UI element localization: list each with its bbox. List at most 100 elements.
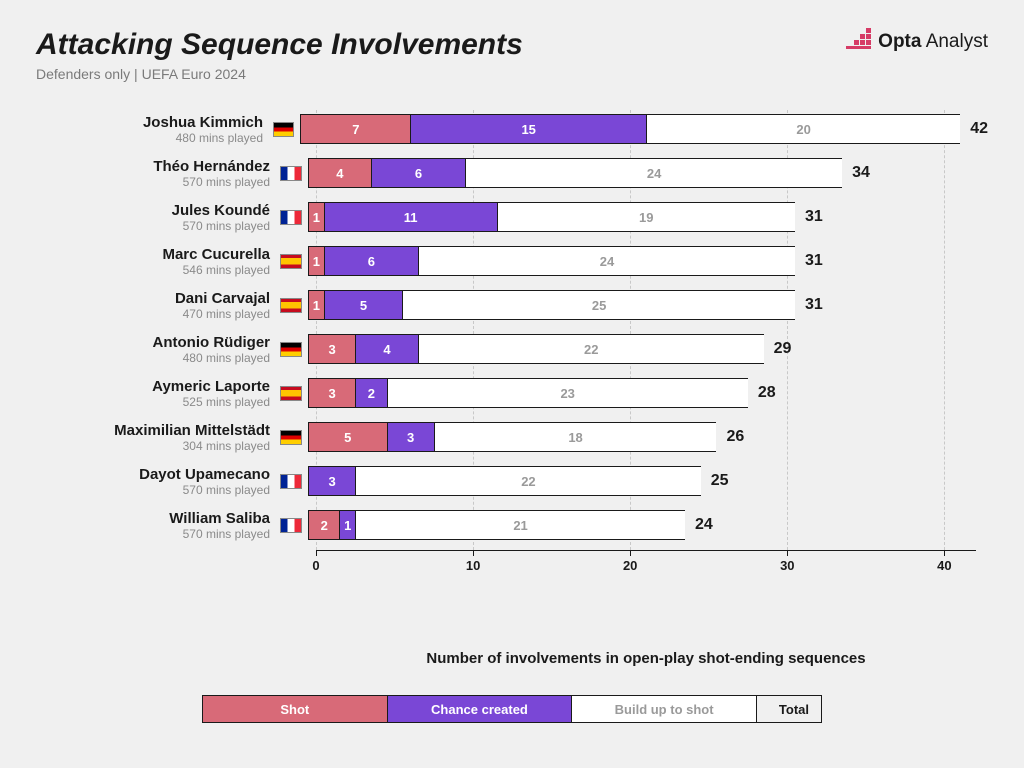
- total-value: 26: [726, 428, 744, 446]
- player-mins: 480 mins played: [36, 131, 263, 145]
- x-tick: 20: [630, 550, 644, 573]
- player-label: Théo Hernández570 mins played: [36, 158, 280, 189]
- bar-seg-chance: 3: [308, 466, 355, 496]
- player-name: Joshua Kimmich: [36, 114, 263, 131]
- player-row: Théo Hernández570 mins played462434: [36, 154, 988, 192]
- total-value: 25: [711, 472, 729, 490]
- player-name: Aymeric Laporte: [36, 378, 270, 395]
- brand-bold: Opta: [878, 31, 921, 52]
- x-tick-label: 0: [312, 558, 319, 573]
- x-tick-label: 30: [780, 558, 794, 573]
- country-flag-icon: [280, 254, 302, 269]
- total-value: 34: [852, 164, 870, 182]
- total-value: 42: [970, 120, 988, 138]
- bar-seg-build: 22: [355, 466, 701, 496]
- player-name: Théo Hernández: [36, 158, 270, 175]
- bar-seg-shot: 1: [308, 202, 324, 232]
- x-tick: 10: [473, 550, 487, 573]
- player-mins: 480 mins played: [36, 351, 270, 365]
- bar-track: 1111931: [308, 202, 988, 232]
- player-label: Joshua Kimmich480 mins played: [36, 114, 273, 145]
- bar-seg-chance: 5: [324, 290, 403, 320]
- total-value: 31: [805, 208, 823, 226]
- brand-logo: Opta Analyst: [846, 28, 988, 56]
- legend-chance: Chance created: [388, 696, 573, 722]
- bar-seg-shot: 2: [308, 510, 339, 540]
- x-tick: 30: [787, 550, 801, 573]
- player-row: Aymeric Laporte525 mins played322328: [36, 374, 988, 412]
- bar-track: 322 25: [308, 466, 988, 496]
- bar-seg-shot: 3: [308, 334, 355, 364]
- bar-track: 7152042: [300, 114, 988, 144]
- country-flag-icon: [280, 342, 302, 357]
- bar-seg-chance: 6: [371, 158, 465, 188]
- bar-seg-shot: 4: [308, 158, 371, 188]
- player-mins: 470 mins played: [36, 307, 270, 321]
- brand-text: Opta Analyst: [878, 31, 988, 53]
- player-name: William Saliba: [36, 510, 270, 527]
- total-value: 31: [805, 296, 823, 314]
- bar-seg-chance: 1: [339, 510, 355, 540]
- player-name: Maximilian Mittelstädt: [36, 422, 270, 439]
- player-label: Antonio Rüdiger480 mins played: [36, 334, 280, 365]
- bar-track: 5318 26: [308, 422, 988, 452]
- player-label: Maximilian Mittelstädt304 mins played: [36, 422, 280, 453]
- player-label: Aymeric Laporte525 mins played: [36, 378, 280, 409]
- country-flag-icon: [280, 518, 302, 533]
- total-value: 29: [774, 340, 792, 358]
- bar-seg-shot: 5: [308, 422, 387, 452]
- x-tick-label: 40: [937, 558, 951, 573]
- bar-track: 152531: [308, 290, 988, 320]
- x-tick-label: 20: [623, 558, 637, 573]
- player-mins: 570 mins played: [36, 219, 270, 233]
- player-mins: 570 mins played: [36, 175, 270, 189]
- player-name: Dayot Upamecano: [36, 466, 270, 483]
- player-mins: 546 mins played: [36, 263, 270, 277]
- total-value: 28: [758, 384, 776, 402]
- chart-subtitle: Defenders only | UEFA Euro 2024: [36, 66, 523, 82]
- legend-shot: Shot: [203, 696, 388, 722]
- player-row: Jules Koundé570 mins played1111931: [36, 198, 988, 236]
- bar-track: 162431: [308, 246, 988, 276]
- player-mins: 525 mins played: [36, 395, 270, 409]
- brand-logo-icon: [846, 28, 872, 56]
- bar-seg-chance: 11: [324, 202, 497, 232]
- player-mins: 570 mins played: [36, 527, 270, 541]
- bar-track: 342229: [308, 334, 988, 364]
- player-name: Antonio Rüdiger: [36, 334, 270, 351]
- country-flag-icon: [280, 386, 302, 401]
- player-label: Dani Carvajal470 mins played: [36, 290, 280, 321]
- legend-build: Build up to shot: [572, 696, 757, 722]
- player-row: Maximilian Mittelstädt304 mins played 531…: [36, 418, 988, 456]
- country-flag-icon: [280, 166, 302, 181]
- header: Attacking Sequence Involvements Defender…: [36, 28, 988, 82]
- bar-seg-shot: 3: [308, 378, 355, 408]
- chart-area: Joshua Kimmich480 mins played7152042Théo…: [36, 110, 988, 590]
- bar-seg-build: 18: [434, 422, 717, 452]
- bar-seg-build: 22: [418, 334, 764, 364]
- bar-seg-build: 24: [418, 246, 795, 276]
- bar-seg-shot: 7: [300, 114, 410, 144]
- player-row: Dayot Upamecano570 mins played 322 25: [36, 462, 988, 500]
- bar-seg-shot: 1: [308, 290, 324, 320]
- bar-seg-chance: 3: [387, 422, 434, 452]
- bar-track: 212124: [308, 510, 988, 540]
- x-axis-line: [316, 550, 976, 551]
- x-axis: 010203040: [316, 550, 976, 580]
- player-label: Jules Koundé570 mins played: [36, 202, 280, 233]
- legend: Shot Chance created Build up to shot Tot…: [202, 695, 822, 723]
- bar-seg-chance: 2: [355, 378, 386, 408]
- bar-seg-build: 20: [646, 114, 960, 144]
- brand-light: Analyst: [926, 31, 988, 52]
- country-flag-icon: [280, 474, 302, 489]
- bar-track: 322328: [308, 378, 988, 408]
- legend-total: Total: [767, 702, 821, 717]
- bar-track: 462434: [308, 158, 988, 188]
- player-name: Jules Koundé: [36, 202, 270, 219]
- bar-seg-build: 19: [497, 202, 795, 232]
- player-label: William Saliba570 mins played: [36, 510, 280, 541]
- player-label: Dayot Upamecano570 mins played: [36, 466, 280, 497]
- player-row: Joshua Kimmich480 mins played7152042: [36, 110, 988, 148]
- x-tick: 40: [944, 550, 958, 573]
- player-row: Dani Carvajal470 mins played152531: [36, 286, 988, 324]
